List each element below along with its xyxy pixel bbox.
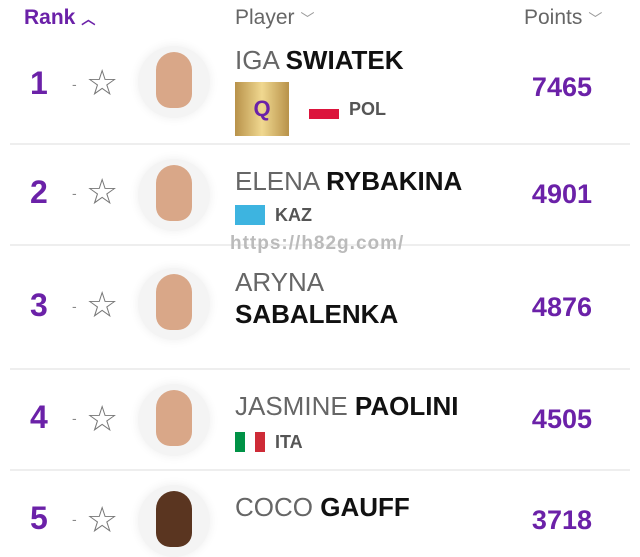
table-row[interactable]: 5 - ☆ COCO GAUFF 3718 [10,471,630,557]
star-icon[interactable]: ☆ [86,62,119,103]
table-row[interactable]: 4 - ☆ JASMINE PAOLINI ITA 4505 [10,370,630,471]
player-meta: KAZ [235,205,312,225]
country-code: ITA [275,432,303,452]
star-icon[interactable]: ☆ [86,284,119,325]
flag-kazakhstan-icon [235,205,265,225]
sort-rank[interactable]: Rank ︿ [24,6,95,31]
avatar [138,46,210,118]
chevron-up-icon: ︿ [81,11,96,27]
points-value: 3718 [531,505,592,535]
points-header: Points [524,6,583,29]
star-icon[interactable]: ☆ [86,171,119,212]
player-meta: ITA [235,432,303,452]
avatar [138,268,210,340]
sort-player[interactable]: Player ﹀ [235,6,315,31]
points-value: 4505 [531,404,592,434]
rank-movement: - [72,511,77,527]
player-name[interactable]: JASMINE PAOLINI [235,391,459,421]
star-icon[interactable]: ☆ [86,398,119,439]
country-code: POL [349,99,387,119]
table-row[interactable]: 3 - ☆ ARYNA SABALENKA 4876 [10,246,630,370]
flag-italy-icon [235,432,265,452]
rank-number: 2 [30,174,48,210]
rank-number: 1 [30,65,48,101]
flag-poland-icon [309,99,339,119]
player-name[interactable]: IGA SWIATEK [235,45,404,75]
rank-movement: - [72,410,77,426]
rank-number: 3 [30,287,48,323]
points-value: 4901 [531,179,592,209]
avatar [138,384,210,456]
rank-movement: - [72,298,77,314]
chevron-down-icon: ﹀ [588,11,603,27]
rank-movement: - [72,76,77,92]
points-value: 7465 [531,72,592,102]
table-row[interactable]: 1 - ☆ IGA SWIATEK Q POL 7465 [10,36,630,145]
player-header: Player [235,6,295,29]
star-icon[interactable]: ☆ [86,499,119,540]
rank-movement: - [72,185,77,201]
chevron-down-icon: ﹀ [300,11,315,27]
table-header: Rank ︿ Player ﹀ Points ﹀ [0,0,640,36]
points-value: 4876 [531,292,592,322]
avatar [138,159,210,231]
country-code: KAZ [275,205,312,225]
avatar [138,485,210,557]
rank-number: 4 [30,399,48,435]
sort-points[interactable]: Points ﹀ [524,6,602,31]
rank-number: 5 [30,500,48,536]
watermark: https://h82g.com/ [230,233,405,254]
rank-header: Rank [24,6,76,29]
table-row[interactable]: 2 - ☆ ELENA RYBAKINA KAZ 4901 [10,145,630,246]
player-name[interactable]: ELENA RYBAKINA [235,166,463,196]
player-meta: Q POL [235,82,386,136]
player-name[interactable]: ARYNA SABALENKA [235,267,399,329]
qualified-badge: Q [235,82,289,136]
player-name[interactable]: COCO GAUFF [235,492,410,522]
